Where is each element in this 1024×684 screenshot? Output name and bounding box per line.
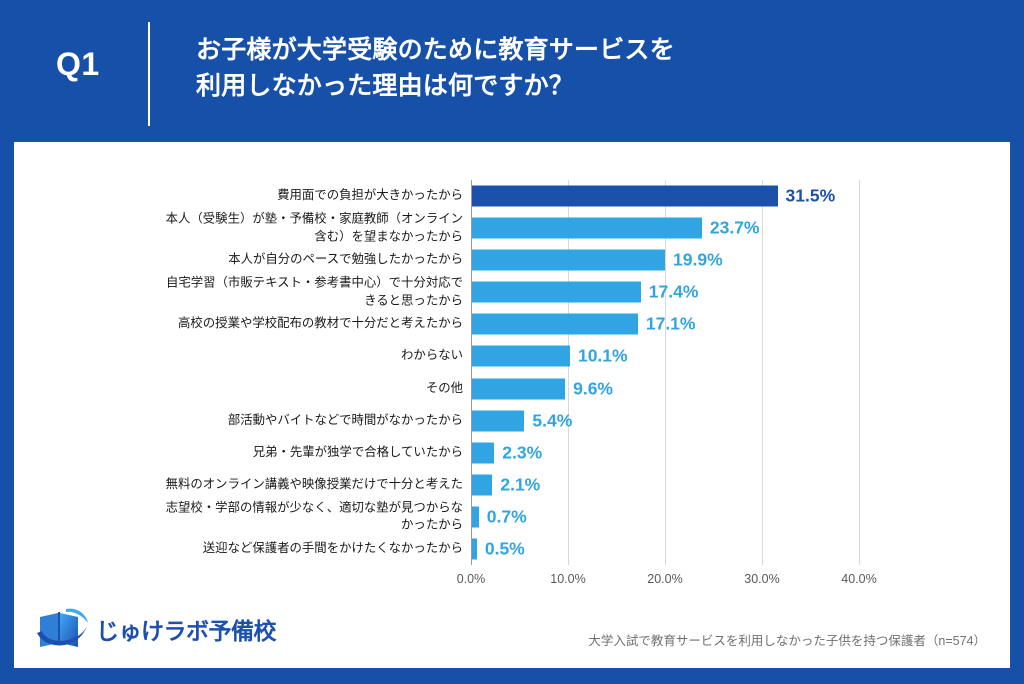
chart-row: わからない 10.1%: [401, 340, 859, 372]
chart-row: 兄弟・先輩が独学で合格していたから 2.3%: [253, 437, 859, 469]
header-divider: [148, 22, 150, 126]
chart-row: 費用面での負担が大きかったから 31.5%: [277, 180, 859, 212]
chart-row: 志望校・学部の情報が少なく、適切な塾が見つからな かったから 0.7%: [166, 500, 859, 533]
book-swoosh-logo-icon: [37, 608, 88, 647]
chart-row: 自宅学習（市販テキスト・参考書中心）で十分対応で きると思ったから 17.4%: [166, 276, 859, 308]
gridline-40.0%: [859, 180, 860, 565]
x-axis-tick-label: 30.0%: [744, 572, 780, 586]
category-label: 自宅学習（市販テキスト・参考書中心）で十分対応で きると思ったから: [165, 275, 463, 308]
category-label: 志望校・学部の情報が少なく、適切な塾が見つからな かったから: [165, 500, 463, 532]
question-number: Q1: [56, 46, 100, 82]
bar: [472, 249, 666, 271]
chart-row: 部活動やバイトなどで時間がなかったから 5.4%: [228, 405, 859, 437]
bar: [472, 378, 566, 400]
value-label: 17.4%: [648, 281, 699, 302]
chart-row: その他 9.6%: [426, 373, 859, 405]
category-label: 無料のオンライン講義や映像授業だけで十分と考えた: [165, 476, 463, 491]
bar: [472, 313, 638, 335]
category-label: 兄弟・先輩が独学で合格していたから: [252, 444, 463, 459]
chart-row: 本人（受験生）が塾・予備校・家庭教師（オンライン 含む）を望まなかったから 23.…: [166, 212, 859, 244]
x-axis-tick-label: 40.0%: [841, 572, 877, 586]
chart-row: 送迎など保護者の手間をかけたくなかったから 0.5%: [203, 533, 859, 565]
value-label: 19.9%: [673, 249, 723, 270]
value-label: 31.5%: [785, 185, 836, 206]
source-note: 大学入試で教育サービスを利用しなかった子供を持つ保護者（n=574）: [588, 634, 986, 648]
value-label: 0.5%: [484, 538, 525, 559]
x-axis-tick-label: 20.0%: [647, 572, 683, 586]
category-label: 本人が自分のペースで勉強したかったから: [228, 252, 463, 267]
value-label: 2.3%: [502, 442, 543, 463]
header-banner: Q1 お子様が大学受験のために教育サービスを 利用しなかった理由は何ですか？: [0, 0, 1024, 142]
value-label: 23.7%: [709, 217, 760, 238]
value-label: 5.4%: [532, 410, 573, 431]
value-label: 17.1%: [645, 313, 696, 334]
question-title: お子様が大学受験のために教育サービスを 利用しなかった理由は何ですか？: [196, 36, 675, 101]
category-label: 部活動やバイトなどで時間がなかったから: [227, 412, 463, 427]
bar: [472, 474, 493, 496]
value-label: 9.6%: [573, 378, 613, 399]
category-label: 本人（受験生）が塾・予備校・家庭教師（オンライン 含む）を望まなかったから: [165, 211, 463, 244]
bar: [472, 538, 477, 560]
chart-row: 無料のオンライン講義や映像授業だけで十分と考えた 2.1%: [166, 469, 859, 501]
bar: [472, 410, 525, 432]
x-axis-tick-label: 0.0%: [456, 572, 486, 586]
bar: [472, 281, 641, 303]
card-footer: じゅけラボ予備校 大学入試で教育サービスを利用しなかった子供を持つ保護者（n=5…: [14, 594, 1010, 668]
bar: [472, 185, 778, 207]
bar: [472, 506, 479, 528]
value-label: 10.1%: [577, 345, 628, 366]
value-label: 2.1%: [500, 474, 541, 495]
chart-row: 高校の授業や学校配布の教材で十分だと考えたから 17.1%: [178, 308, 859, 340]
brand-name: じゅけラボ予備校: [96, 618, 277, 644]
gridline-20.0%: [665, 180, 666, 565]
gridline-10.0%: [568, 180, 569, 565]
category-label: 費用面での負担が大きかったから: [277, 188, 463, 203]
bar: [472, 442, 495, 464]
bar: [472, 217, 702, 239]
x-axis-tick-label: 10.0%: [550, 572, 586, 586]
category-label: その他: [425, 380, 463, 395]
chart-row: 本人が自分のペースで勉強したかったから 19.9%: [228, 244, 859, 276]
gridline-0.0%: [471, 180, 472, 565]
brand-logo[interactable]: じゅけラボ予備校: [36, 607, 277, 651]
gridline-30.0%: [762, 180, 763, 565]
plot-area: 0.0% 10.0% 20.0% 30.0% 40.0% 費用面での負担が大きかったから 3…: [166, 180, 877, 586]
category-label: 送迎など保護者の手間をかけたくなかったから: [202, 541, 463, 556]
bar-chart: 0.0% 10.0% 20.0% 30.0% 40.0% 費用面での負担が大きかったから 3…: [14, 142, 1010, 594]
category-label: 高校の授業や学校配布の教材で十分だと考えたから: [178, 316, 463, 331]
bar: [472, 345, 570, 367]
category-label: わからない: [401, 348, 463, 363]
value-label: 0.7%: [486, 506, 527, 527]
content-card: 0.0% 10.0% 20.0% 30.0% 40.0% 費用面での負担が大きかったから 3…: [14, 142, 1010, 668]
